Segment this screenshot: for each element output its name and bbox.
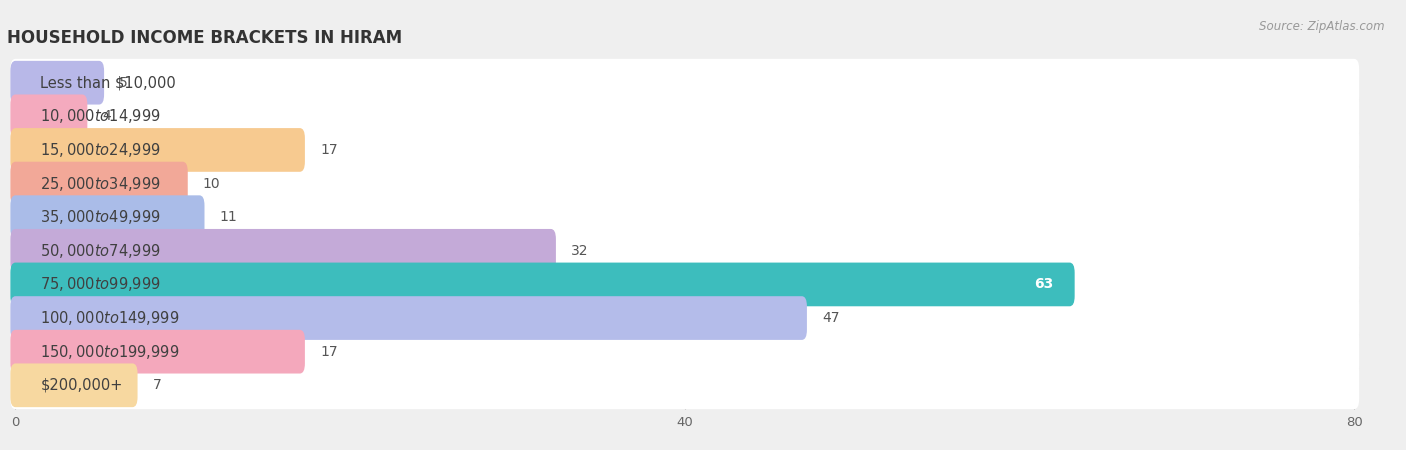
FancyBboxPatch shape xyxy=(10,194,1360,241)
Text: 17: 17 xyxy=(321,143,337,157)
Text: Less than $10,000: Less than $10,000 xyxy=(41,75,176,90)
Text: 47: 47 xyxy=(823,311,839,325)
FancyBboxPatch shape xyxy=(10,94,87,138)
Text: 11: 11 xyxy=(219,210,238,224)
FancyBboxPatch shape xyxy=(10,160,1360,207)
Text: $50,000 to $74,999: $50,000 to $74,999 xyxy=(41,242,162,260)
Text: 5: 5 xyxy=(120,76,128,90)
Text: $200,000+: $200,000+ xyxy=(41,378,122,393)
FancyBboxPatch shape xyxy=(10,227,1360,274)
FancyBboxPatch shape xyxy=(10,195,204,239)
FancyBboxPatch shape xyxy=(10,361,1360,409)
FancyBboxPatch shape xyxy=(10,126,1360,174)
Text: 10: 10 xyxy=(202,176,221,190)
Text: $35,000 to $49,999: $35,000 to $49,999 xyxy=(41,208,162,226)
Text: $100,000 to $149,999: $100,000 to $149,999 xyxy=(41,309,180,327)
Text: $25,000 to $34,999: $25,000 to $34,999 xyxy=(41,175,162,193)
FancyBboxPatch shape xyxy=(10,364,138,407)
FancyBboxPatch shape xyxy=(10,92,1360,140)
FancyBboxPatch shape xyxy=(10,229,555,273)
Text: 17: 17 xyxy=(321,345,337,359)
Text: 7: 7 xyxy=(153,378,162,392)
FancyBboxPatch shape xyxy=(10,59,1360,107)
FancyBboxPatch shape xyxy=(10,296,807,340)
Text: 32: 32 xyxy=(571,244,589,258)
Text: 4: 4 xyxy=(103,109,111,123)
Text: $150,000 to $199,999: $150,000 to $199,999 xyxy=(41,342,180,360)
Text: 63: 63 xyxy=(1033,278,1053,292)
FancyBboxPatch shape xyxy=(10,162,188,205)
Text: HOUSEHOLD INCOME BRACKETS IN HIRAM: HOUSEHOLD INCOME BRACKETS IN HIRAM xyxy=(7,29,402,47)
FancyBboxPatch shape xyxy=(10,263,1074,306)
FancyBboxPatch shape xyxy=(10,261,1360,308)
FancyBboxPatch shape xyxy=(10,128,305,172)
Text: Source: ZipAtlas.com: Source: ZipAtlas.com xyxy=(1260,20,1385,33)
FancyBboxPatch shape xyxy=(10,61,104,104)
Text: $15,000 to $24,999: $15,000 to $24,999 xyxy=(41,141,162,159)
FancyBboxPatch shape xyxy=(10,330,305,373)
FancyBboxPatch shape xyxy=(10,328,1360,376)
FancyBboxPatch shape xyxy=(10,294,1360,342)
Text: $75,000 to $99,999: $75,000 to $99,999 xyxy=(41,275,162,293)
Text: $10,000 to $14,999: $10,000 to $14,999 xyxy=(41,108,162,126)
